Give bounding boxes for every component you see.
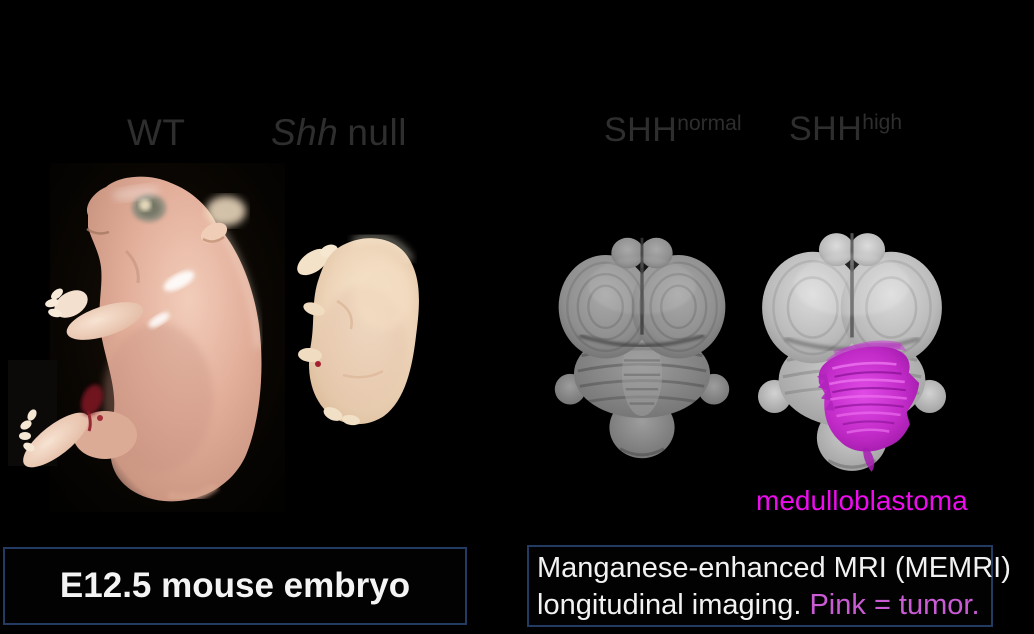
brain-high-structures	[757, 233, 947, 471]
shh-normal-base: SHH	[604, 111, 678, 149]
medulloblastoma-annotation: medulloblastoma	[756, 485, 968, 516]
embryo-caption-box: E12.5 mouse embryo	[3, 547, 467, 625]
shh-normal-superscript: normal	[677, 112, 742, 135]
mri-caption-line2: longitudinal imaging. Pink = tumor.	[537, 587, 985, 624]
shh-high-superscript: high	[862, 111, 902, 134]
shh-null-embryo-body	[297, 234, 419, 426]
brain-normal-structures	[554, 237, 730, 459]
shh-null-label: Shh null	[271, 112, 407, 155]
shh-normal-label: SHHnormal	[604, 111, 742, 150]
shh-high-base: SHH	[789, 110, 863, 148]
tumor-overlay	[816, 340, 920, 472]
mri-brain-normal	[554, 237, 730, 459]
wt-eye	[132, 194, 166, 222]
wt-forelimb	[45, 288, 144, 340]
mri-caption-line1: Manganese-enhanced MRI (MEMRI)	[537, 552, 1011, 584]
shh-gene-name: Shh	[271, 112, 339, 153]
wt-embryo-photo	[8, 163, 285, 512]
shh-null-blood-dot	[315, 361, 321, 367]
mri-caption-box: Manganese-enhanced MRI (MEMRI) longitudi…	[527, 545, 1011, 627]
mri-caption-line2-prefix: longitudinal imaging.	[537, 589, 810, 621]
shh-null-embryo-photo	[297, 234, 419, 426]
mri-caption-pink-text: Pink = tumor.	[809, 589, 980, 621]
mri-brain-tumor	[757, 233, 947, 472]
shh-null-suffix: null	[347, 112, 407, 153]
embryo-caption-text: E12.5 mouse embryo	[59, 566, 411, 605]
wt-embryo-body	[19, 176, 262, 502]
shh-high-label: SHHhigh	[789, 110, 902, 149]
wt-blood-spot	[81, 384, 103, 432]
wt-label: WT	[127, 112, 186, 153]
